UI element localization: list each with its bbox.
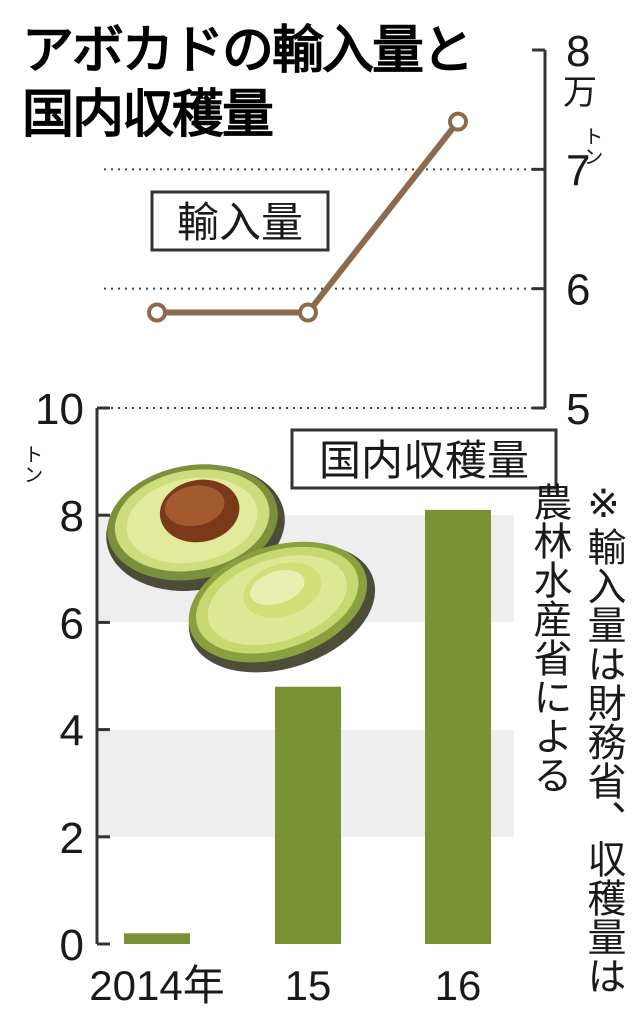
x-axis-labels: 2014年 15 16: [89, 962, 481, 1009]
harvest-bar-2: [425, 509, 491, 944]
bar-series-label-box: 国内収穫量: [290, 428, 558, 490]
line-chart-unit-sub: トン: [580, 126, 604, 166]
x-tick-label-2: 16: [435, 962, 482, 1009]
bar-chart-unit: トン: [20, 444, 44, 484]
bar-y-tick-label-1: 2: [60, 814, 84, 863]
line-chart-y-axis: 5 6 7 8 万 トン: [532, 27, 604, 434]
line-y-tick-label-2: 7: [566, 146, 590, 195]
line-series-label: 輸入量: [177, 198, 303, 247]
bar-y-tick-label-0: 0: [60, 921, 84, 970]
line-y-tick-label-3: 8: [566, 27, 590, 76]
harvest-bar-0: [124, 933, 190, 944]
bar-y-tick-label-4: 8: [60, 492, 84, 541]
chart-title-line-1: アボカドの輸入量と: [22, 21, 472, 81]
line-y-tick-label-1: 6: [566, 266, 590, 315]
avocado-illustration: [106, 464, 376, 673]
x-tick-label-0: 2014年: [89, 962, 224, 1009]
chart-title-line-2: 国内収穫量: [22, 85, 273, 145]
import-point-1: [298, 302, 318, 323]
bar-chart-y-axis: 0 2 4 6 8 10 トン: [20, 385, 110, 970]
x-tick-label-1: 15: [285, 962, 332, 1009]
bar-y-tick-label-5: 10: [35, 385, 84, 434]
line-y-tick-label-0: 5: [566, 385, 590, 434]
import-volume-series: [147, 111, 468, 323]
source-note: ※輸入量は財務省、収穫量は 農林水産省による: [527, 482, 626, 995]
bar-y-tick-label-3: 6: [60, 599, 84, 648]
import-point-0: [147, 302, 167, 323]
line-series-label-box: 輸入量: [150, 190, 330, 252]
bar-series-label: 国内収穫量: [319, 436, 529, 485]
harvest-bar-1: [275, 686, 341, 944]
import-point-2: [448, 111, 468, 132]
line-chart-unit-main: 万: [563, 73, 597, 113]
harvest-bars: [124, 509, 491, 944]
bar-y-tick-label-2: 4: [60, 707, 84, 756]
